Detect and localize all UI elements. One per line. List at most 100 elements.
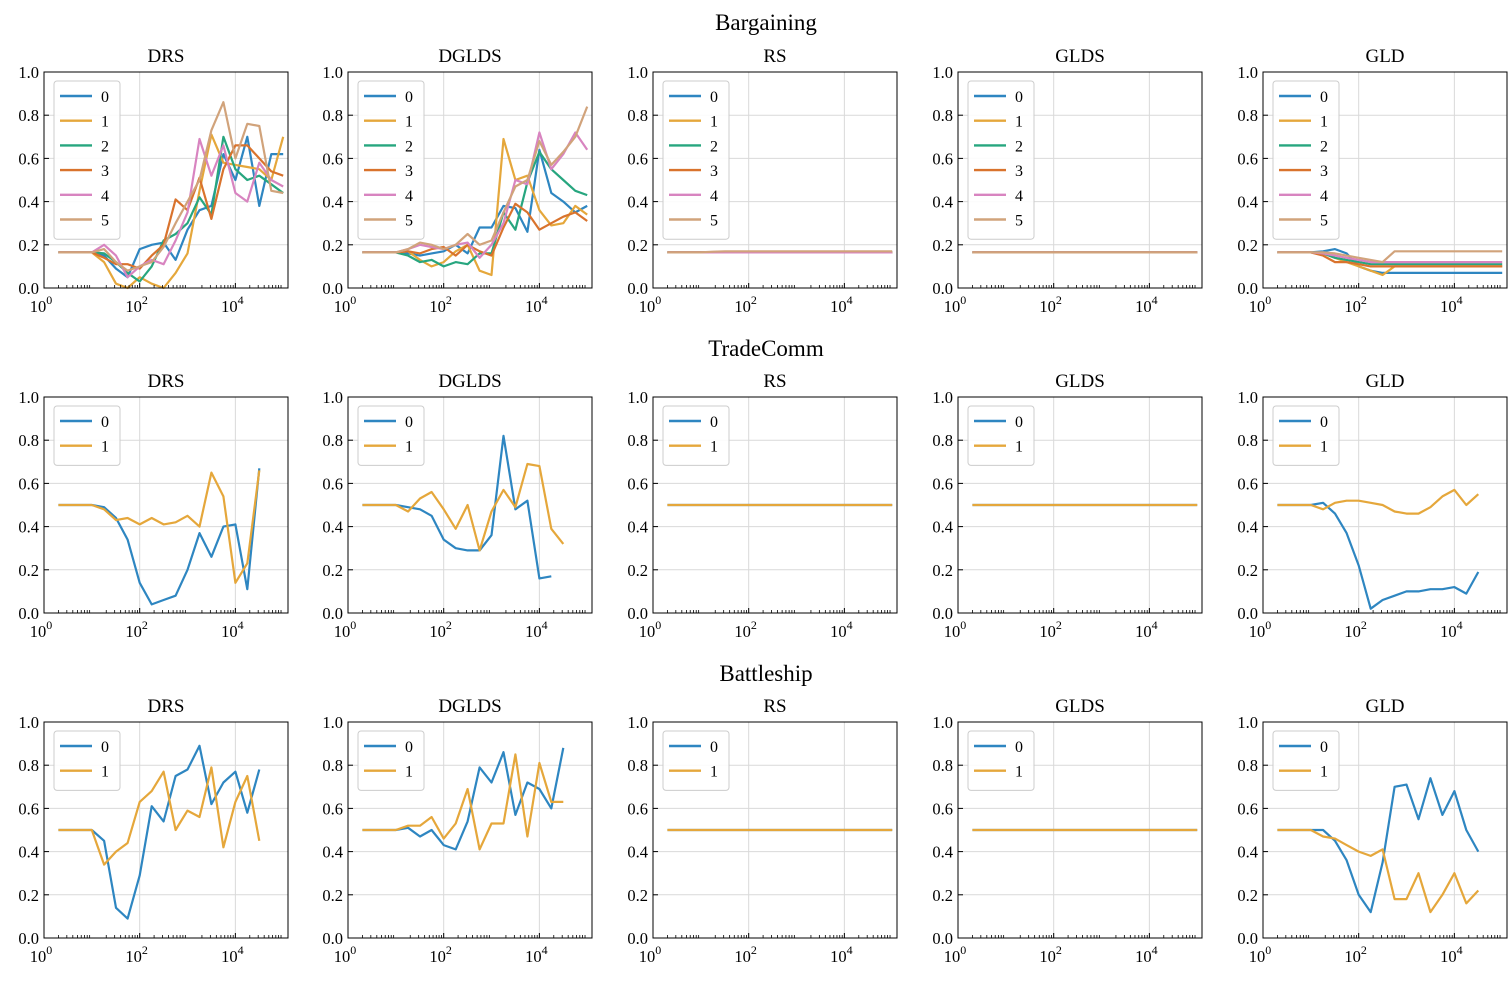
y-tick-label: 0.8: [1237, 106, 1258, 125]
y-tick-label: 0.2: [18, 561, 39, 580]
legend-label: 0: [405, 89, 413, 106]
series-line-4: [58, 137, 284, 279]
axes-frame: [957, 721, 1203, 939]
y-tick-label: 0.2: [322, 236, 343, 255]
group-title: TradeComm: [708, 336, 824, 361]
x-tick-exponent: 2: [446, 293, 452, 307]
x-tick-exponent: 2: [1056, 293, 1062, 307]
legend: 01: [1272, 405, 1340, 466]
x-tick-label: 102: [1344, 293, 1367, 316]
x-tick-label: 102: [734, 293, 757, 316]
x-tick-base: 10: [125, 947, 142, 966]
y-tick-label: 0.2: [18, 236, 39, 255]
x-tick-exponent: 4: [847, 943, 853, 957]
y-tick-label: 0.8: [322, 756, 343, 775]
x-tick-label: 104: [221, 293, 244, 316]
y-tick-label: 0.6: [322, 799, 343, 818]
legend-label: 1: [1015, 114, 1023, 131]
legend-label: 5: [710, 213, 718, 230]
y-tick-label: 0.0: [322, 604, 343, 623]
y-tick-label: 0.8: [1237, 756, 1258, 775]
y-tick-label: 0.0: [18, 929, 39, 948]
x-tick-label: 100: [334, 618, 357, 641]
legend: 0 1 2 3 4 5: [53, 80, 121, 240]
x-tick-base: 10: [1135, 622, 1152, 641]
x-tick-label: 100: [1249, 293, 1272, 316]
legend-label: 1: [1320, 439, 1328, 456]
x-tick-base: 10: [1249, 622, 1266, 641]
legend: 01: [53, 405, 121, 466]
x-tick-base: 10: [125, 297, 142, 316]
y-tick-label: 0.4: [1237, 518, 1258, 537]
axes-frame: [347, 396, 593, 614]
legend: 01: [662, 730, 730, 791]
y-tick-label: 0.6: [18, 799, 39, 818]
x-tick-base: 10: [1440, 297, 1457, 316]
x-tick-exponent: 0: [960, 618, 966, 632]
legend-label: 1: [1015, 439, 1023, 456]
legend-label: 0: [405, 739, 413, 756]
series-line-1: [362, 462, 565, 552]
y-tick-label: 0.4: [18, 518, 39, 537]
panel-title: GLDS: [1055, 696, 1105, 717]
legend-box: [1272, 80, 1340, 240]
panel-title: DRS: [148, 46, 185, 67]
legend-label: 0: [1015, 89, 1023, 106]
y-tick-label: 0.2: [627, 236, 648, 255]
y-tick-label: 0.0: [18, 604, 39, 623]
legend-label: 1: [710, 114, 718, 131]
x-tick-label: 100: [639, 293, 662, 316]
x-tick-exponent: 4: [1457, 293, 1463, 307]
y-tick-label: 0.2: [1237, 561, 1258, 580]
legend-label: 0: [1320, 89, 1328, 106]
axes-frame: [43, 396, 289, 614]
x-tick-base: 10: [1039, 297, 1056, 316]
y-tick-label: 0.0: [1237, 929, 1258, 948]
x-tick-label: 100: [944, 618, 967, 641]
x-tick-base: 10: [1440, 622, 1457, 641]
legend-label: 3: [405, 163, 413, 180]
y-tick-label: 0.4: [627, 518, 648, 537]
legend-box: [662, 80, 730, 240]
y-tick-label: 1.0: [322, 63, 343, 82]
series-line-1: [58, 133, 285, 290]
series-line-0: [362, 148, 588, 257]
legend: 0 1 2 3 4 5: [357, 80, 425, 240]
y-tick-label: 0.6: [932, 149, 953, 168]
x-tick-base: 10: [734, 297, 751, 316]
x-tick-label: 102: [125, 943, 148, 966]
y-tick-label: 1.0: [627, 713, 648, 732]
y-tick-label: 1.0: [932, 713, 953, 732]
series-line-3: [1277, 251, 1503, 268]
x-tick-label: 104: [221, 618, 244, 641]
x-tick-exponent: 2: [1361, 293, 1367, 307]
axes-frame: [1262, 396, 1508, 614]
y-tick-label: 1.0: [18, 388, 39, 407]
series-line-4: [1277, 251, 1503, 264]
y-tick-label: 0.8: [932, 431, 953, 450]
panel-title: RS: [763, 696, 786, 717]
y-tick-label: 0.0: [1237, 604, 1258, 623]
x-tick-label: 102: [429, 943, 452, 966]
y-tick-label: 0.6: [18, 474, 39, 493]
legend-label: 1: [405, 764, 413, 781]
y-tick-label: 0.6: [932, 799, 953, 818]
x-tick-label: 100: [639, 618, 662, 641]
axes-frame: [347, 721, 593, 939]
x-tick-exponent: 0: [1265, 618, 1271, 632]
x-tick-exponent: 4: [1152, 293, 1158, 307]
x-tick-exponent: 0: [655, 943, 661, 957]
y-tick-label: 1.0: [1237, 63, 1258, 82]
x-tick-label: 104: [830, 618, 853, 641]
legend-box: [53, 730, 121, 791]
panel-title: GLD: [1365, 46, 1404, 67]
x-tick-exponent: 2: [142, 618, 148, 632]
series-line-3: [58, 144, 284, 270]
x-tick-exponent: 2: [751, 943, 757, 957]
x-tick-label: 102: [1344, 618, 1367, 641]
legend-label: 4: [405, 188, 413, 205]
y-tick-label: 0.8: [322, 106, 343, 125]
y-tick-label: 0.2: [322, 886, 343, 905]
x-tick-base: 10: [1344, 297, 1361, 316]
